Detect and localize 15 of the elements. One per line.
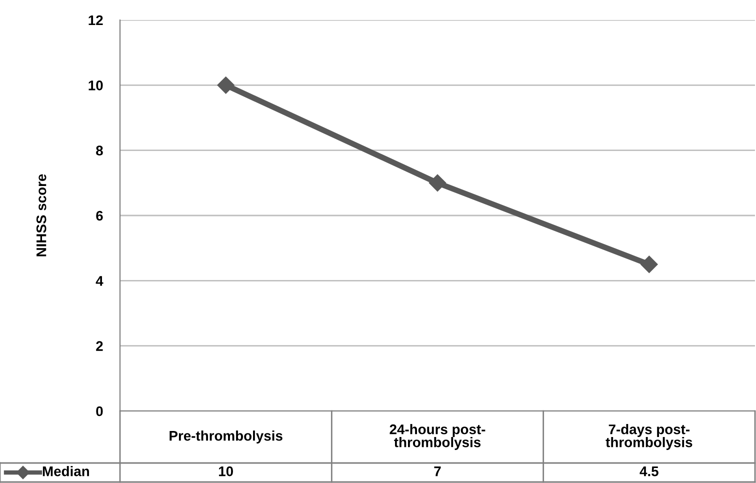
y-tick-label: 12: [88, 15, 103, 26]
data-label: 10: [218, 466, 233, 476]
data-label: 7: [434, 466, 441, 476]
legend-label: Median: [42, 466, 89, 476]
y-tick-label: 2: [96, 341, 103, 351]
data-label: 4.5: [640, 466, 658, 476]
y-tick-label: 6: [96, 210, 103, 221]
y-tick-label: 10: [88, 80, 103, 90]
x-tick-label: 7-days post- thrombolysis: [606, 424, 692, 450]
y-tick-label: 0: [96, 406, 103, 416]
y-axis-title: NIHSS score: [36, 174, 46, 256]
x-tick-label: 24-hours post- thrombolysis: [390, 424, 486, 450]
y-tick-label: 8: [96, 146, 103, 156]
y-tick-label: 4: [96, 276, 104, 286]
x-tick-label: Pre-thrombolysis: [170, 430, 282, 444]
